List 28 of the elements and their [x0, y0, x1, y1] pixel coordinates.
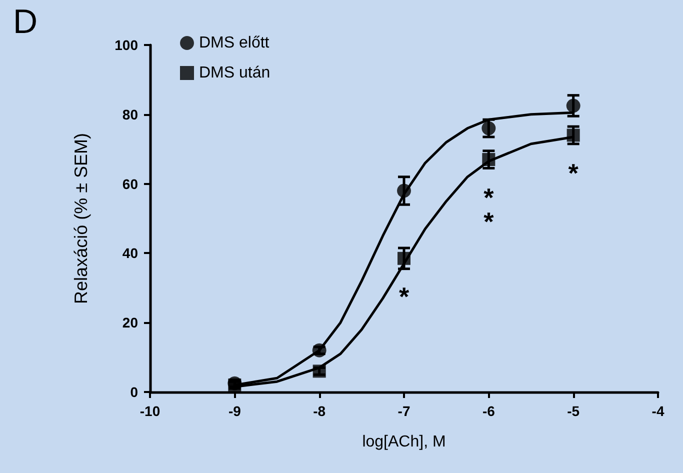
point	[312, 343, 326, 358]
legend-label: DMS után	[199, 64, 270, 82]
x-tick-label: -9	[228, 403, 242, 419]
x-tick-label: -7	[398, 403, 410, 419]
x-tick-label: -8	[313, 403, 326, 419]
y-tick-label: 60	[122, 176, 138, 192]
y-tick-label: 40	[122, 245, 138, 262]
point	[482, 121, 496, 136]
x-axis-title: log[ACh], M	[362, 434, 446, 450]
chart-title: D	[13, 3, 38, 41]
annotation: * *	[484, 182, 495, 237]
x-tick-label: -10	[140, 403, 160, 419]
point	[482, 153, 496, 166]
x-tick-label: -5	[567, 403, 580, 419]
annotation: *	[398, 281, 410, 312]
legend-label: DMS előtt	[199, 34, 270, 52]
y-tick-label: 80	[122, 106, 138, 122]
x-tick-label: -6	[482, 403, 496, 419]
annotation: *	[568, 158, 580, 188]
point	[566, 128, 580, 142]
y-tick-label: 20	[122, 314, 138, 331]
point	[398, 252, 410, 265]
y-tick-label: 0	[130, 384, 138, 400]
point	[566, 98, 580, 113]
y-axis-title: Relaxáció (% ± SEM)	[71, 133, 91, 304]
x-tick-label: -4	[652, 403, 664, 419]
point	[397, 184, 411, 198]
y-tick-label: 100	[114, 37, 138, 53]
